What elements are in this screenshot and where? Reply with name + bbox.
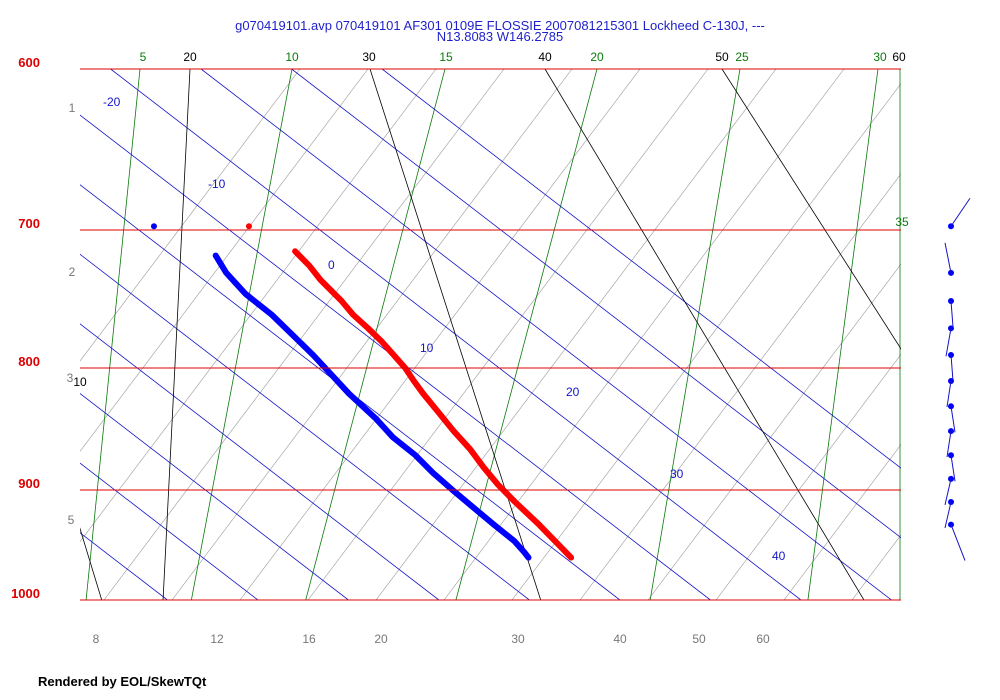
mixing-ratio-label: 35: [895, 215, 909, 229]
moist-adiabat-line: [239, 69, 641, 600]
bottom-scale-label: 40: [613, 632, 627, 646]
moist-adiabat-line: [851, 534, 901, 600]
mixing-ratio-label: 15: [439, 50, 453, 64]
mixing-ratio-label: 5: [140, 50, 147, 64]
dewpoint-profile: [212, 252, 532, 561]
height-label: 2: [69, 265, 76, 279]
moist-adiabat-line: [80, 69, 437, 543]
isotherm-label: 30: [670, 467, 684, 481]
mixing-ratio-label: 30: [873, 50, 887, 64]
isotherm-label: -20: [103, 95, 121, 109]
moist-adiabat-line: [80, 69, 369, 452]
moist-adiabat-line: [443, 69, 845, 600]
wind-barb-shaft: [946, 380, 952, 408]
isotherm-label: -10: [208, 177, 226, 191]
isotherm-label: 20: [566, 385, 580, 399]
temperature-top-point: [245, 223, 252, 230]
isotherm-label: 0: [328, 258, 335, 272]
wind-barb-shaft: [950, 455, 956, 482]
moist-adiabat-line: [511, 83, 901, 600]
moist-adiabat-line: [579, 173, 901, 600]
wind-barb-shaft: [946, 430, 952, 458]
moist-adiabat-line: [103, 69, 505, 600]
dewpoint-top-point: [150, 223, 157, 230]
temperature-profile: [292, 248, 575, 561]
pressure-label: 600: [18, 55, 40, 70]
isotherm-line: [381, 69, 901, 469]
bottom-scale-label: 8: [93, 632, 100, 646]
dry-adiabat-label: 60: [892, 50, 906, 64]
isotherm-line: [80, 184, 621, 600]
mixing-ratio-line: [649, 69, 741, 600]
dry-adiabat-label: 20: [183, 50, 197, 64]
wind-barb-shaft: [950, 354, 954, 382]
pressure-label: 1000: [11, 586, 40, 601]
moist-adiabat-line: [80, 69, 301, 362]
isotherm-line: [80, 393, 349, 600]
moist-adiabat-line: [920, 69, 1000, 600]
wind-barb-shaft: [950, 300, 954, 327]
height-label: 3: [67, 371, 74, 385]
sounding-profiles: [150, 223, 575, 561]
mixing-ratio-line: [190, 69, 293, 600]
skew-t-grid: [0, 69, 1000, 600]
moist-adiabat-line: [783, 444, 901, 600]
wind-barb-shaft: [944, 242, 952, 273]
moist-adiabat-line: [375, 69, 777, 600]
isotherm-line: [200, 69, 892, 600]
bottom-scale-label: 12: [210, 632, 224, 646]
moist-adiabat-line: [647, 263, 901, 600]
bottom-scale-label: 50: [692, 632, 706, 646]
isotherm-line: [80, 253, 530, 600]
dry-adiabat-label: 30: [362, 50, 376, 64]
mixing-ratio-label: 20: [590, 50, 604, 64]
grid-labels: 600 700 800 900 1000 -20 -10 0 10 20 30 40 20 30 40 50 6…: [11, 50, 909, 646]
bottom-scale-label: 20: [374, 632, 388, 646]
dry-adiabat-line: [162, 69, 191, 600]
dry-adiabat-line: [544, 69, 865, 600]
pressure-label: 700: [18, 216, 40, 231]
wind-barb-shaft: [950, 197, 971, 227]
footer-credit: Rendered by EOL/SkewTQt: [38, 674, 207, 689]
height-label: 5: [68, 513, 75, 527]
isotherm-line: [80, 462, 259, 600]
height-label: 1: [69, 101, 76, 115]
moist-adiabat-line: [307, 69, 709, 600]
bottom-scale-label: 30: [511, 632, 525, 646]
isotherm-line: [80, 323, 440, 600]
mixing-ratio-label: 25: [735, 50, 749, 64]
mixing-ratio-line: [85, 69, 141, 600]
wind-barb-shaft: [944, 478, 952, 505]
isotherm-label: 40: [772, 549, 786, 563]
wind-barb-shaft: [944, 501, 952, 529]
bottom-scale-label: 60: [756, 632, 770, 646]
pressure-label: 900: [18, 476, 40, 491]
dry-adiabat-line: [369, 69, 542, 600]
chart-title: g070419101.avp 070419101 AF301 0109E FLO…: [235, 18, 765, 33]
mixing-ratio-line: [455, 69, 598, 600]
moist-adiabat-line: [715, 353, 901, 600]
bottom-scale-label: 16: [302, 632, 316, 646]
dry-adiabat-line: [80, 527, 103, 600]
dry-adiabat-label: 10: [73, 375, 87, 389]
mixing-ratio-label: 10: [285, 50, 299, 64]
isotherm-line: [80, 114, 711, 600]
isotherm-label: 10: [420, 341, 434, 355]
wind-barb-shaft: [945, 328, 952, 357]
isotherm-line: [0, 69, 77, 600]
wind-barbs: [944, 197, 971, 561]
mixing-ratio-line: [807, 69, 879, 600]
wind-barb-shaft: [950, 406, 956, 433]
wind-barb-shaft: [950, 524, 966, 561]
dry-adiabat-label: 50: [715, 50, 729, 64]
chart-location: N13.8083 W146.2785: [436, 29, 564, 44]
isotherm-line: [80, 532, 168, 600]
isotherm-line: [291, 69, 901, 539]
dry-adiabat-line: [721, 69, 901, 350]
dry-adiabat-label: 40: [538, 50, 552, 64]
pressure-label: 800: [18, 354, 40, 369]
